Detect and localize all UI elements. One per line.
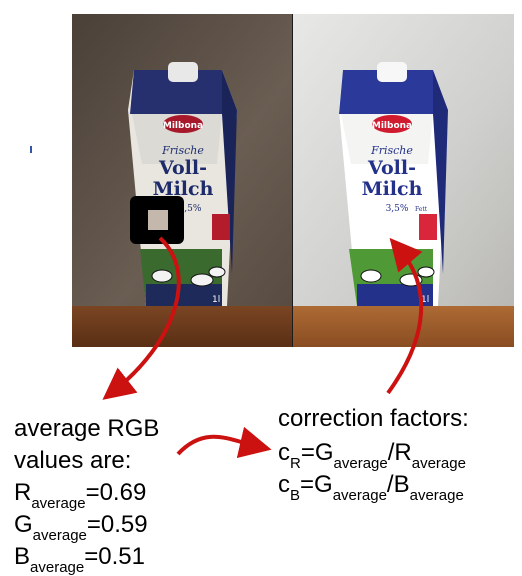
cb-c: c xyxy=(278,471,290,498)
b-subscript: average xyxy=(30,559,85,576)
brand-text: Milbona xyxy=(163,121,203,131)
milk-carton: Milbona Frische Voll- Milch 3,5% 1l xyxy=(128,62,237,306)
carton-line2: Voll- xyxy=(158,157,207,179)
table xyxy=(72,306,293,347)
r-symbol: R xyxy=(14,479,32,506)
cb-g-subscript: average xyxy=(332,487,387,504)
stray-mark xyxy=(30,146,32,153)
red-label xyxy=(419,214,437,240)
average-rgb-heading: average RGB xyxy=(14,415,160,442)
carton-volume: 1l xyxy=(421,295,429,305)
g-subscript: average xyxy=(32,527,87,544)
carton-line1: Frische xyxy=(161,144,204,157)
red-label xyxy=(212,214,230,240)
carton-line1: Frische xyxy=(370,144,413,157)
cr-r-subscript: average xyxy=(411,455,466,472)
cr-g-subscript: average xyxy=(333,455,388,472)
carton-line3: Milch xyxy=(362,178,423,200)
cr-equals-g: =G xyxy=(300,439,334,466)
photo-original: Milbona Frische Voll- Milch 3,5% 1l xyxy=(72,14,293,347)
b-symbol: B xyxy=(14,543,31,570)
brand-logo xyxy=(372,115,412,133)
g-symbol: G xyxy=(14,511,33,538)
cb-slash-b: /B xyxy=(386,471,410,498)
milk-carton: Milbona Frische Voll- Milch 3,5% Fett 1l xyxy=(339,62,448,306)
cb-formula: cB=Gaverage/Baverage xyxy=(278,470,464,504)
carton-line3: Milch xyxy=(153,178,214,200)
cr-slash-r: /R xyxy=(387,439,412,466)
carton-volume: 1l xyxy=(212,295,220,305)
r-average-value: Raverage=0.69 xyxy=(14,478,147,512)
photo-corrected: Milbona Frische Voll- Milch 3,5% Fett 1l xyxy=(293,14,514,347)
b-number: =0.51 xyxy=(84,543,145,570)
r-number: =0.69 xyxy=(85,479,147,506)
cr-c: c xyxy=(278,439,290,466)
g-average-value: Gaverage=0.59 xyxy=(14,510,148,544)
carton-fat: 3,5% xyxy=(386,204,409,214)
sample-marker-patch xyxy=(148,210,168,230)
bottle-cap xyxy=(377,62,407,82)
bottle-cap xyxy=(168,62,198,82)
b-average-value: Baverage=0.51 xyxy=(14,542,145,576)
carton-fat: 3,5% xyxy=(179,204,202,214)
carton-line2: Voll- xyxy=(367,157,416,179)
cr-subscript: R xyxy=(290,455,301,472)
brand-logo xyxy=(163,115,203,133)
g-number: =0.59 xyxy=(86,511,148,538)
photo-original-scene: Milbona Frische Voll- Milch 3,5% 1l xyxy=(72,14,293,347)
values-are-heading: values are: xyxy=(14,447,132,474)
carton-fat-word: Fett xyxy=(415,206,428,213)
cr-formula: cR=Gaverage/Raverage xyxy=(278,438,466,472)
photo-corrected-scene: Milbona Frische Voll- Milch 3,5% Fett 1l xyxy=(293,14,514,347)
correction-factors-heading: correction factors: xyxy=(278,405,469,432)
cb-equals-g: =G xyxy=(300,471,333,498)
table xyxy=(293,306,514,347)
brand-text: Milbona xyxy=(372,121,412,131)
cb-subscript: B xyxy=(290,487,301,504)
arrow-values-to-factors xyxy=(176,426,272,458)
r-subscript: average xyxy=(31,495,86,512)
cb-b-subscript: average xyxy=(409,487,464,504)
image-divider xyxy=(292,14,293,347)
